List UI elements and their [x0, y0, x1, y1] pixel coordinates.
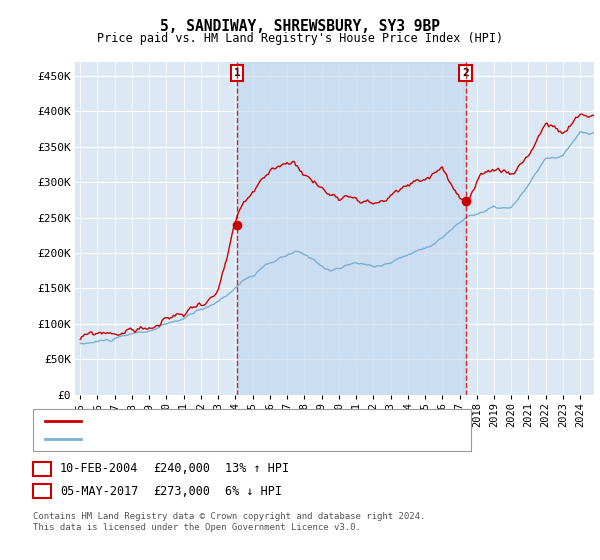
- Text: 6% ↓ HPI: 6% ↓ HPI: [225, 484, 282, 498]
- Text: 13% ↑ HPI: 13% ↑ HPI: [225, 462, 289, 475]
- Text: Contains HM Land Registry data © Crown copyright and database right 2024.
This d: Contains HM Land Registry data © Crown c…: [33, 512, 425, 532]
- Text: 05-MAY-2017: 05-MAY-2017: [60, 484, 139, 498]
- Bar: [237, 62, 466, 395]
- Text: 5, SANDIWAY, SHREWSBURY, SY3 9BP (detached house): 5, SANDIWAY, SHREWSBURY, SY3 9BP (detach…: [87, 416, 393, 426]
- Text: 2: 2: [38, 484, 46, 498]
- Text: Price paid vs. HM Land Registry's House Price Index (HPI): Price paid vs. HM Land Registry's House …: [97, 32, 503, 45]
- Text: 1: 1: [38, 462, 46, 475]
- Text: 5, SANDIWAY, SHREWSBURY, SY3 9BP: 5, SANDIWAY, SHREWSBURY, SY3 9BP: [160, 19, 440, 34]
- Text: 2: 2: [462, 68, 469, 78]
- Text: 10-FEB-2004: 10-FEB-2004: [60, 462, 139, 475]
- Text: 1: 1: [234, 68, 241, 78]
- Text: £273,000: £273,000: [153, 484, 210, 498]
- Text: £240,000: £240,000: [153, 462, 210, 475]
- Text: HPI: Average price, detached house, Shropshire: HPI: Average price, detached house, Shro…: [87, 434, 374, 444]
